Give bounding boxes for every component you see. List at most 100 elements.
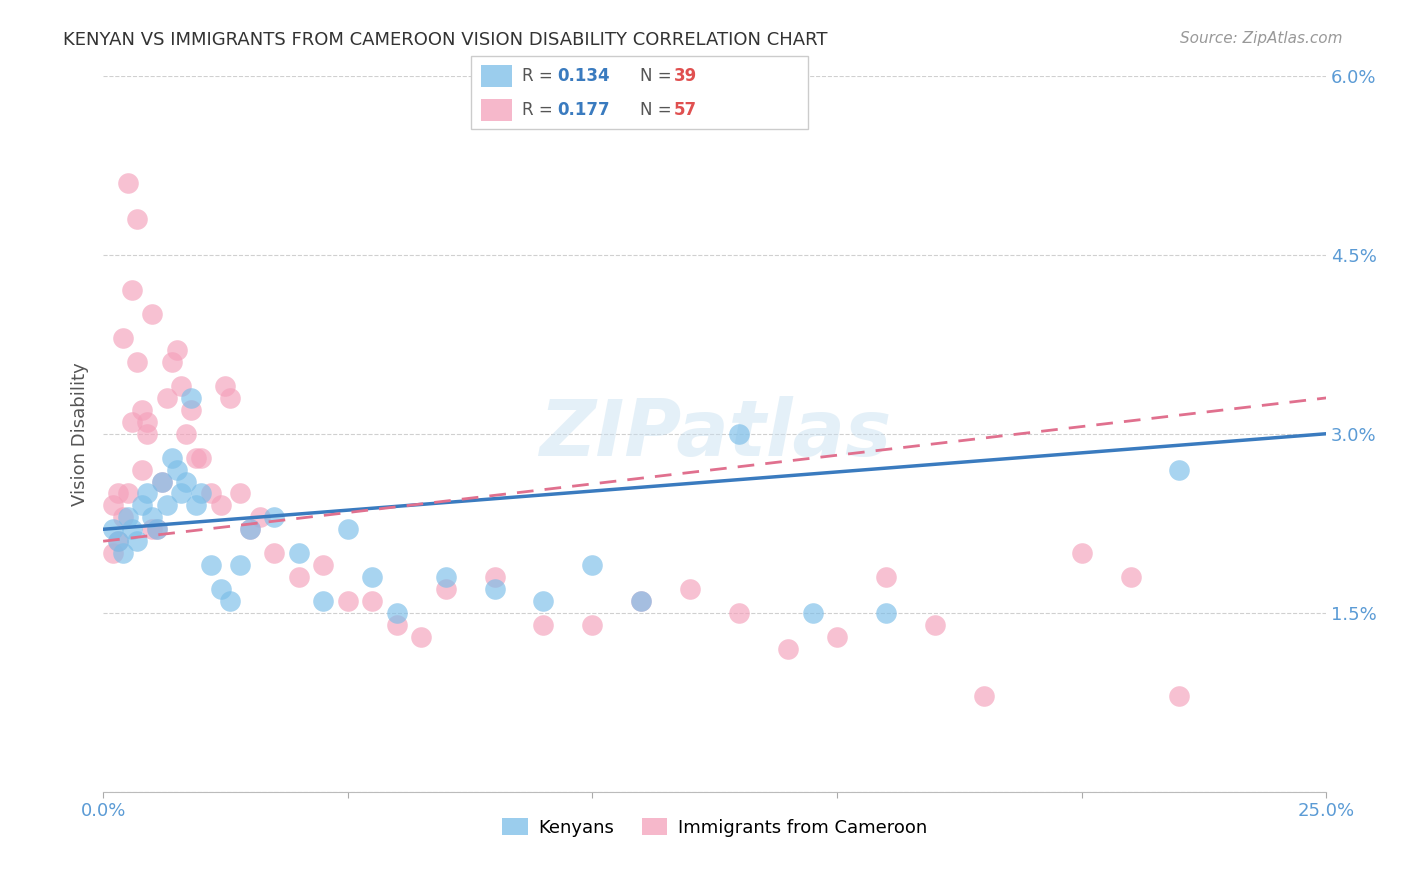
Point — [180, 402, 202, 417]
Point — [117, 486, 139, 500]
Point — [117, 176, 139, 190]
FancyBboxPatch shape — [471, 56, 808, 129]
Point — [581, 617, 603, 632]
Point — [630, 594, 652, 608]
Legend: Kenyans, Immigrants from Cameroon: Kenyans, Immigrants from Cameroon — [495, 811, 934, 844]
Point — [150, 475, 173, 489]
Point — [434, 570, 457, 584]
Point — [361, 570, 384, 584]
Point — [127, 211, 149, 226]
Text: KENYAN VS IMMIGRANTS FROM CAMEROON VISION DISABILITY CORRELATION CHART: KENYAN VS IMMIGRANTS FROM CAMEROON VISIO… — [63, 31, 828, 49]
Point — [131, 462, 153, 476]
Point — [239, 522, 262, 536]
Point — [180, 391, 202, 405]
Point — [146, 522, 169, 536]
Point — [263, 546, 285, 560]
Text: N =: N = — [640, 101, 676, 119]
Point — [1119, 570, 1142, 584]
Point — [336, 594, 359, 608]
Point — [176, 475, 198, 489]
Point — [190, 450, 212, 465]
Point — [263, 510, 285, 524]
Point — [121, 522, 143, 536]
Text: 39: 39 — [673, 67, 697, 85]
Text: Source: ZipAtlas.com: Source: ZipAtlas.com — [1180, 31, 1343, 46]
Point — [434, 582, 457, 596]
Point — [801, 606, 824, 620]
Point — [229, 486, 252, 500]
Point — [875, 606, 897, 620]
Text: ZIPatlas: ZIPatlas — [538, 396, 891, 472]
Point — [533, 594, 555, 608]
Point — [533, 617, 555, 632]
Point — [117, 510, 139, 524]
Point — [184, 499, 207, 513]
Point — [728, 426, 751, 441]
Point — [336, 522, 359, 536]
Point — [728, 606, 751, 620]
Point — [825, 630, 848, 644]
Point — [156, 499, 179, 513]
Point — [581, 558, 603, 573]
Point — [170, 379, 193, 393]
Point — [101, 499, 124, 513]
Point — [200, 558, 222, 573]
Point — [136, 426, 159, 441]
Point — [190, 486, 212, 500]
Text: 57: 57 — [673, 101, 696, 119]
Point — [160, 450, 183, 465]
Point — [131, 402, 153, 417]
Point — [288, 570, 311, 584]
Point — [141, 522, 163, 536]
Point — [111, 510, 134, 524]
Point — [776, 641, 799, 656]
Y-axis label: Vision Disability: Vision Disability — [72, 362, 89, 506]
Point — [131, 499, 153, 513]
Text: R =: R = — [522, 67, 558, 85]
Text: N =: N = — [640, 67, 676, 85]
Point — [107, 534, 129, 549]
Point — [875, 570, 897, 584]
Point — [111, 546, 134, 560]
Point — [214, 379, 236, 393]
FancyBboxPatch shape — [481, 99, 512, 120]
Text: 0.134: 0.134 — [557, 67, 610, 85]
Point — [229, 558, 252, 573]
Point — [411, 630, 433, 644]
Point — [121, 284, 143, 298]
Point — [219, 391, 242, 405]
Point — [141, 307, 163, 321]
Point — [249, 510, 271, 524]
Point — [101, 546, 124, 560]
Point — [484, 570, 506, 584]
Point — [1168, 690, 1191, 704]
Point — [127, 355, 149, 369]
Point — [107, 486, 129, 500]
Point — [312, 558, 335, 573]
Point — [101, 522, 124, 536]
Point — [150, 475, 173, 489]
Point — [385, 617, 408, 632]
Point — [630, 594, 652, 608]
Text: 0.177: 0.177 — [557, 101, 610, 119]
Point — [166, 343, 188, 358]
Point — [160, 355, 183, 369]
Point — [484, 582, 506, 596]
Point — [288, 546, 311, 560]
Point — [166, 462, 188, 476]
Point — [111, 331, 134, 345]
Point — [184, 450, 207, 465]
Point — [361, 594, 384, 608]
Point — [312, 594, 335, 608]
Point — [136, 486, 159, 500]
Point — [146, 522, 169, 536]
Point — [156, 391, 179, 405]
Point — [209, 499, 232, 513]
Point — [141, 510, 163, 524]
Point — [209, 582, 232, 596]
Point — [973, 690, 995, 704]
Point — [107, 534, 129, 549]
Point — [219, 594, 242, 608]
Point — [239, 522, 262, 536]
Point — [170, 486, 193, 500]
